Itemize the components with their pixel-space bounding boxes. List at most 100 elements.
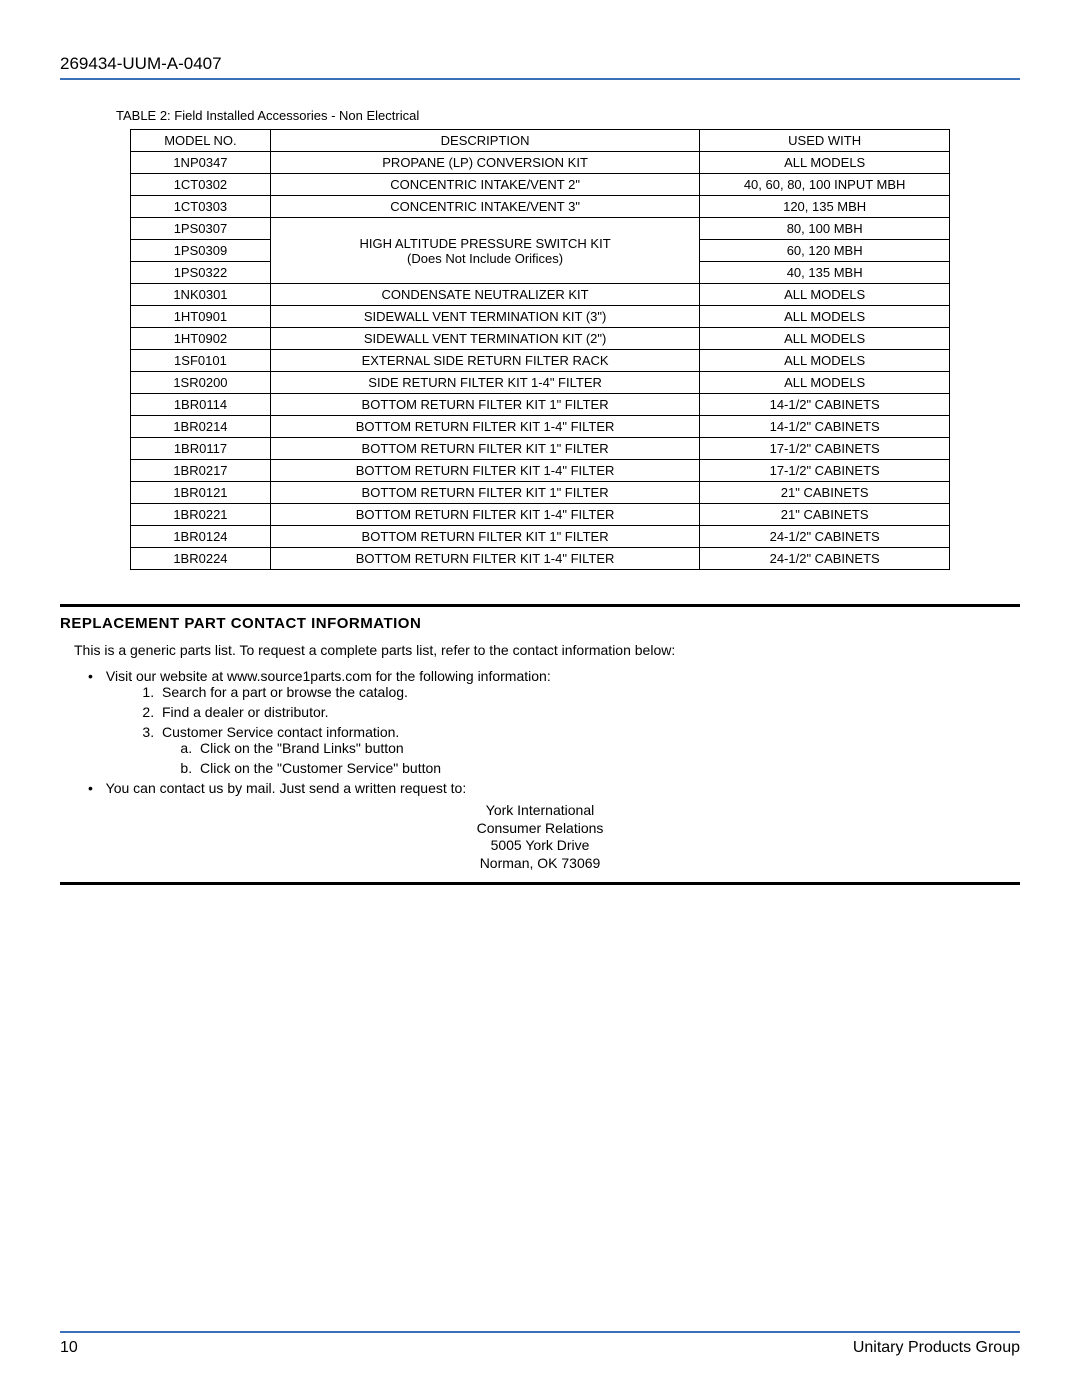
table-row: 1CT0302CONCENTRIC INTAKE/VENT 2"40, 60, … (131, 174, 950, 196)
intro-text: This is a generic parts list. To request… (74, 642, 1020, 658)
cell-model-no: 1NK0301 (131, 284, 271, 306)
header-rule (60, 78, 1020, 80)
step-2: Find a dealer or distributor. (158, 704, 1020, 720)
cell-used-with: 17-1/2" CABINETS (700, 460, 950, 482)
cell-description: CONDENSATE NEUTRALIZER KIT (270, 284, 699, 306)
document-id: 269434-UUM-A-0407 (60, 54, 1020, 74)
section-rule-bottom (60, 882, 1020, 885)
section-title: REPLACEMENT PART CONTACT INFORMATION (60, 615, 1020, 632)
table-head: MODEL NO. DESCRIPTION USED WITH (131, 130, 950, 152)
cell-description: BOTTOM RETURN FILTER KIT 1-4" FILTER (270, 548, 699, 570)
cell-description: CONCENTRIC INTAKE/VENT 3" (270, 196, 699, 218)
cell-used-with: ALL MODELS (700, 152, 950, 174)
cell-description: BOTTOM RETURN FILTER KIT 1" FILTER (270, 438, 699, 460)
cell-used-with: 24-1/2" CABINETS (700, 526, 950, 548)
cell-used-with: ALL MODELS (700, 350, 950, 372)
cell-model-no: 1BR0114 (131, 394, 271, 416)
cell-used-with: 14-1/2" CABINETS (700, 394, 950, 416)
section-rule-top (60, 604, 1020, 607)
table-body: 1NP0347PROPANE (LP) CONVERSION KITALL MO… (131, 152, 950, 570)
cell-used-with: 24-1/2" CABINETS (700, 548, 950, 570)
table-row: 1BR0217BOTTOM RETURN FILTER KIT 1-4" FIL… (131, 460, 950, 482)
footer-row: 10 Unitary Products Group (60, 1339, 1020, 1357)
cell-description: EXTERNAL SIDE RETURN FILTER RACK (270, 350, 699, 372)
step-3a: Click on the "Brand Links" button (196, 740, 1020, 756)
cell-model-no: 1SR0200 (131, 372, 271, 394)
cell-used-with: 60, 120 MBH (700, 240, 950, 262)
table-header-row: MODEL NO. DESCRIPTION USED WITH (131, 130, 950, 152)
cell-used-with: 14-1/2" CABINETS (700, 416, 950, 438)
step-3-text: Customer Service contact information. (162, 724, 399, 740)
address-line-2: Consumer Relations (60, 820, 1020, 838)
cell-model-no: 1NP0347 (131, 152, 271, 174)
table-row: 1BR0224BOTTOM RETURN FILTER KIT 1-4" FIL… (131, 548, 950, 570)
cell-model-no: 1BR0217 (131, 460, 271, 482)
bullet-website: Visit our website at www.source1parts.co… (88, 668, 1020, 776)
page-number: 10 (60, 1339, 78, 1357)
mailing-address: York International Consumer Relations 50… (60, 802, 1020, 872)
accessories-table: MODEL NO. DESCRIPTION USED WITH 1NP0347P… (130, 129, 950, 570)
table-row: 1NP0347PROPANE (LP) CONVERSION KITALL MO… (131, 152, 950, 174)
cell-description: BOTTOM RETURN FILTER KIT 1-4" FILTER (270, 416, 699, 438)
cell-description: PROPANE (LP) CONVERSION KIT (270, 152, 699, 174)
table-row: 1HT0901SIDEWALL VENT TERMINATION KIT (3"… (131, 306, 950, 328)
cell-description: BOTTOM RETURN FILTER KIT 1" FILTER (270, 482, 699, 504)
cell-used-with: 120, 135 MBH (700, 196, 950, 218)
bullet-mail: You can contact us by mail. Just send a … (88, 780, 1020, 796)
page-footer: 10 Unitary Products Group (60, 1331, 1020, 1357)
table-row: 1BR0124BOTTOM RETURN FILTER KIT 1" FILTE… (131, 526, 950, 548)
cell-model-no: 1BR0224 (131, 548, 271, 570)
table-row: 1PS0307HIGH ALTITUDE PRESSURE SWITCH KIT… (131, 218, 950, 240)
cell-used-with: 40, 135 MBH (700, 262, 950, 284)
table-row: 1SR0200SIDE RETURN FILTER KIT 1-4" FILTE… (131, 372, 950, 394)
step-1: Search for a part or browse the catalog. (158, 684, 1020, 700)
cell-model-no: 1BR0214 (131, 416, 271, 438)
cell-used-with: ALL MODELS (700, 328, 950, 350)
step-3: Customer Service contact information. Cl… (158, 724, 1020, 776)
bullet-mail-text: You can contact us by mail. Just send a … (106, 780, 467, 796)
cell-model-no: 1BR0121 (131, 482, 271, 504)
cell-model-no: 1PS0309 (131, 240, 271, 262)
cell-used-with: 80, 100 MBH (700, 218, 950, 240)
col-used-with: USED WITH (700, 130, 950, 152)
cell-description: BOTTOM RETURN FILTER KIT 1-4" FILTER (270, 504, 699, 526)
col-model-no: MODEL NO. (131, 130, 271, 152)
table-row: 1BR0117BOTTOM RETURN FILTER KIT 1" FILTE… (131, 438, 950, 460)
table-row: 1BR0214BOTTOM RETURN FILTER KIT 1-4" FIL… (131, 416, 950, 438)
table-row: 1NK0301CONDENSATE NEUTRALIZER KITALL MOD… (131, 284, 950, 306)
cell-model-no: 1BR0221 (131, 504, 271, 526)
cell-description: SIDE RETURN FILTER KIT 1-4" FILTER (270, 372, 699, 394)
cell-used-with: ALL MODELS (700, 306, 950, 328)
cell-used-with: 21" CABINETS (700, 504, 950, 526)
cell-used-with: ALL MODELS (700, 284, 950, 306)
cell-description: BOTTOM RETURN FILTER KIT 1" FILTER (270, 394, 699, 416)
numbered-list: Search for a part or browse the catalog.… (158, 684, 1020, 776)
col-description: DESCRIPTION (270, 130, 699, 152)
cell-model-no: 1PS0322 (131, 262, 271, 284)
page: 269434-UUM-A-0407 TABLE 2: Field Install… (0, 0, 1080, 1397)
table-row: 1HT0902SIDEWALL VENT TERMINATION KIT (2"… (131, 328, 950, 350)
cell-description: CONCENTRIC INTAKE/VENT 2" (270, 174, 699, 196)
table-row: 1SF0101EXTERNAL SIDE RETURN FILTER RACKA… (131, 350, 950, 372)
bullet-list: Visit our website at www.source1parts.co… (88, 668, 1020, 796)
cell-description: BOTTOM RETURN FILTER KIT 1" FILTER (270, 526, 699, 548)
cell-description: BOTTOM RETURN FILTER KIT 1-4" FILTER (270, 460, 699, 482)
footer-rule (60, 1331, 1020, 1333)
step-3b: Click on the "Customer Service" button (196, 760, 1020, 776)
cell-description-merged: HIGH ALTITUDE PRESSURE SWITCH KIT(Does N… (270, 218, 699, 284)
cell-description: SIDEWALL VENT TERMINATION KIT (2") (270, 328, 699, 350)
cell-used-with: 17-1/2" CABINETS (700, 438, 950, 460)
letter-list: Click on the "Brand Links" button Click … (196, 740, 1020, 776)
address-line-4: Norman, OK 73069 (60, 855, 1020, 873)
table-row: 1BR0121BOTTOM RETURN FILTER KIT 1" FILTE… (131, 482, 950, 504)
cell-used-with: 40, 60, 80, 100 INPUT MBH (700, 174, 950, 196)
cell-description: SIDEWALL VENT TERMINATION KIT (3") (270, 306, 699, 328)
bullet-website-text: Visit our website at www.source1parts.co… (106, 668, 551, 684)
cell-used-with: ALL MODELS (700, 372, 950, 394)
cell-model-no: 1HT0901 (131, 306, 271, 328)
cell-model-no: 1PS0307 (131, 218, 271, 240)
cell-model-no: 1HT0902 (131, 328, 271, 350)
table-caption: TABLE 2: Field Installed Accessories - N… (116, 108, 1020, 123)
cell-used-with: 21" CABINETS (700, 482, 950, 504)
cell-model-no: 1SF0101 (131, 350, 271, 372)
